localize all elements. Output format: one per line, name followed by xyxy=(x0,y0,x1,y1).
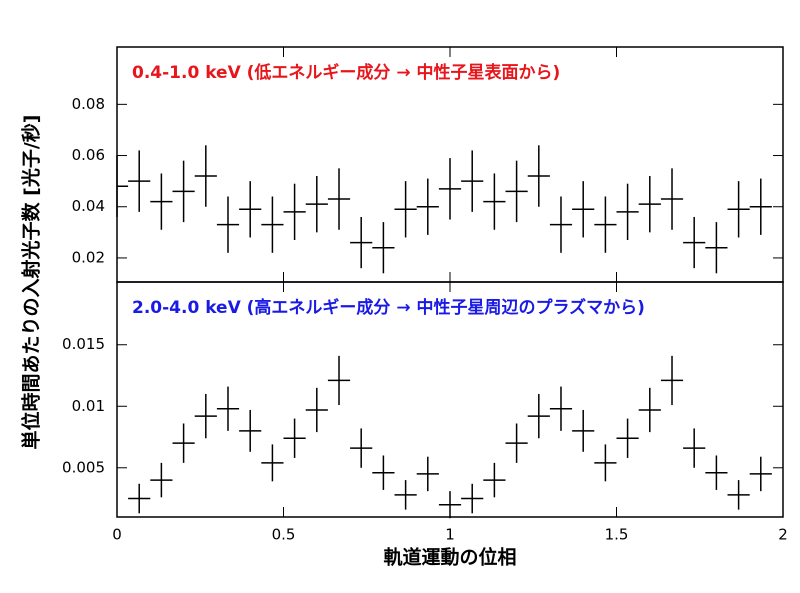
x-tick-label: 0 xyxy=(112,526,122,544)
x-tick-label: 1 xyxy=(445,526,455,544)
x-tick-label: 1.5 xyxy=(605,526,629,544)
panel-title: 0.4-1.0 keV (低エネルギー成分 → 中性子星表面から) xyxy=(132,62,560,83)
x-axis-label: 軌道運動の位相 xyxy=(383,546,516,569)
y-tick-label: 0.005 xyxy=(62,458,105,476)
y-tick-label: 0.06 xyxy=(72,146,105,164)
y-tick-label: 0.01 xyxy=(72,397,105,415)
y-axis-label: 単位時間あたりの入射光子数 [光子/秒] xyxy=(20,115,43,450)
x-tick-label: 2 xyxy=(778,526,788,544)
y-tick-label: 0.015 xyxy=(62,335,105,353)
y-tick-label: 0.08 xyxy=(72,95,105,113)
y-tick-label: 0.02 xyxy=(72,248,105,266)
panel-title: 2.0-4.0 keV (高エネルギー成分 → 中性子星周辺のプラズマから) xyxy=(132,297,645,318)
y-tick-label: 0.04 xyxy=(72,197,105,215)
x-tick-label: 0.5 xyxy=(272,526,296,544)
